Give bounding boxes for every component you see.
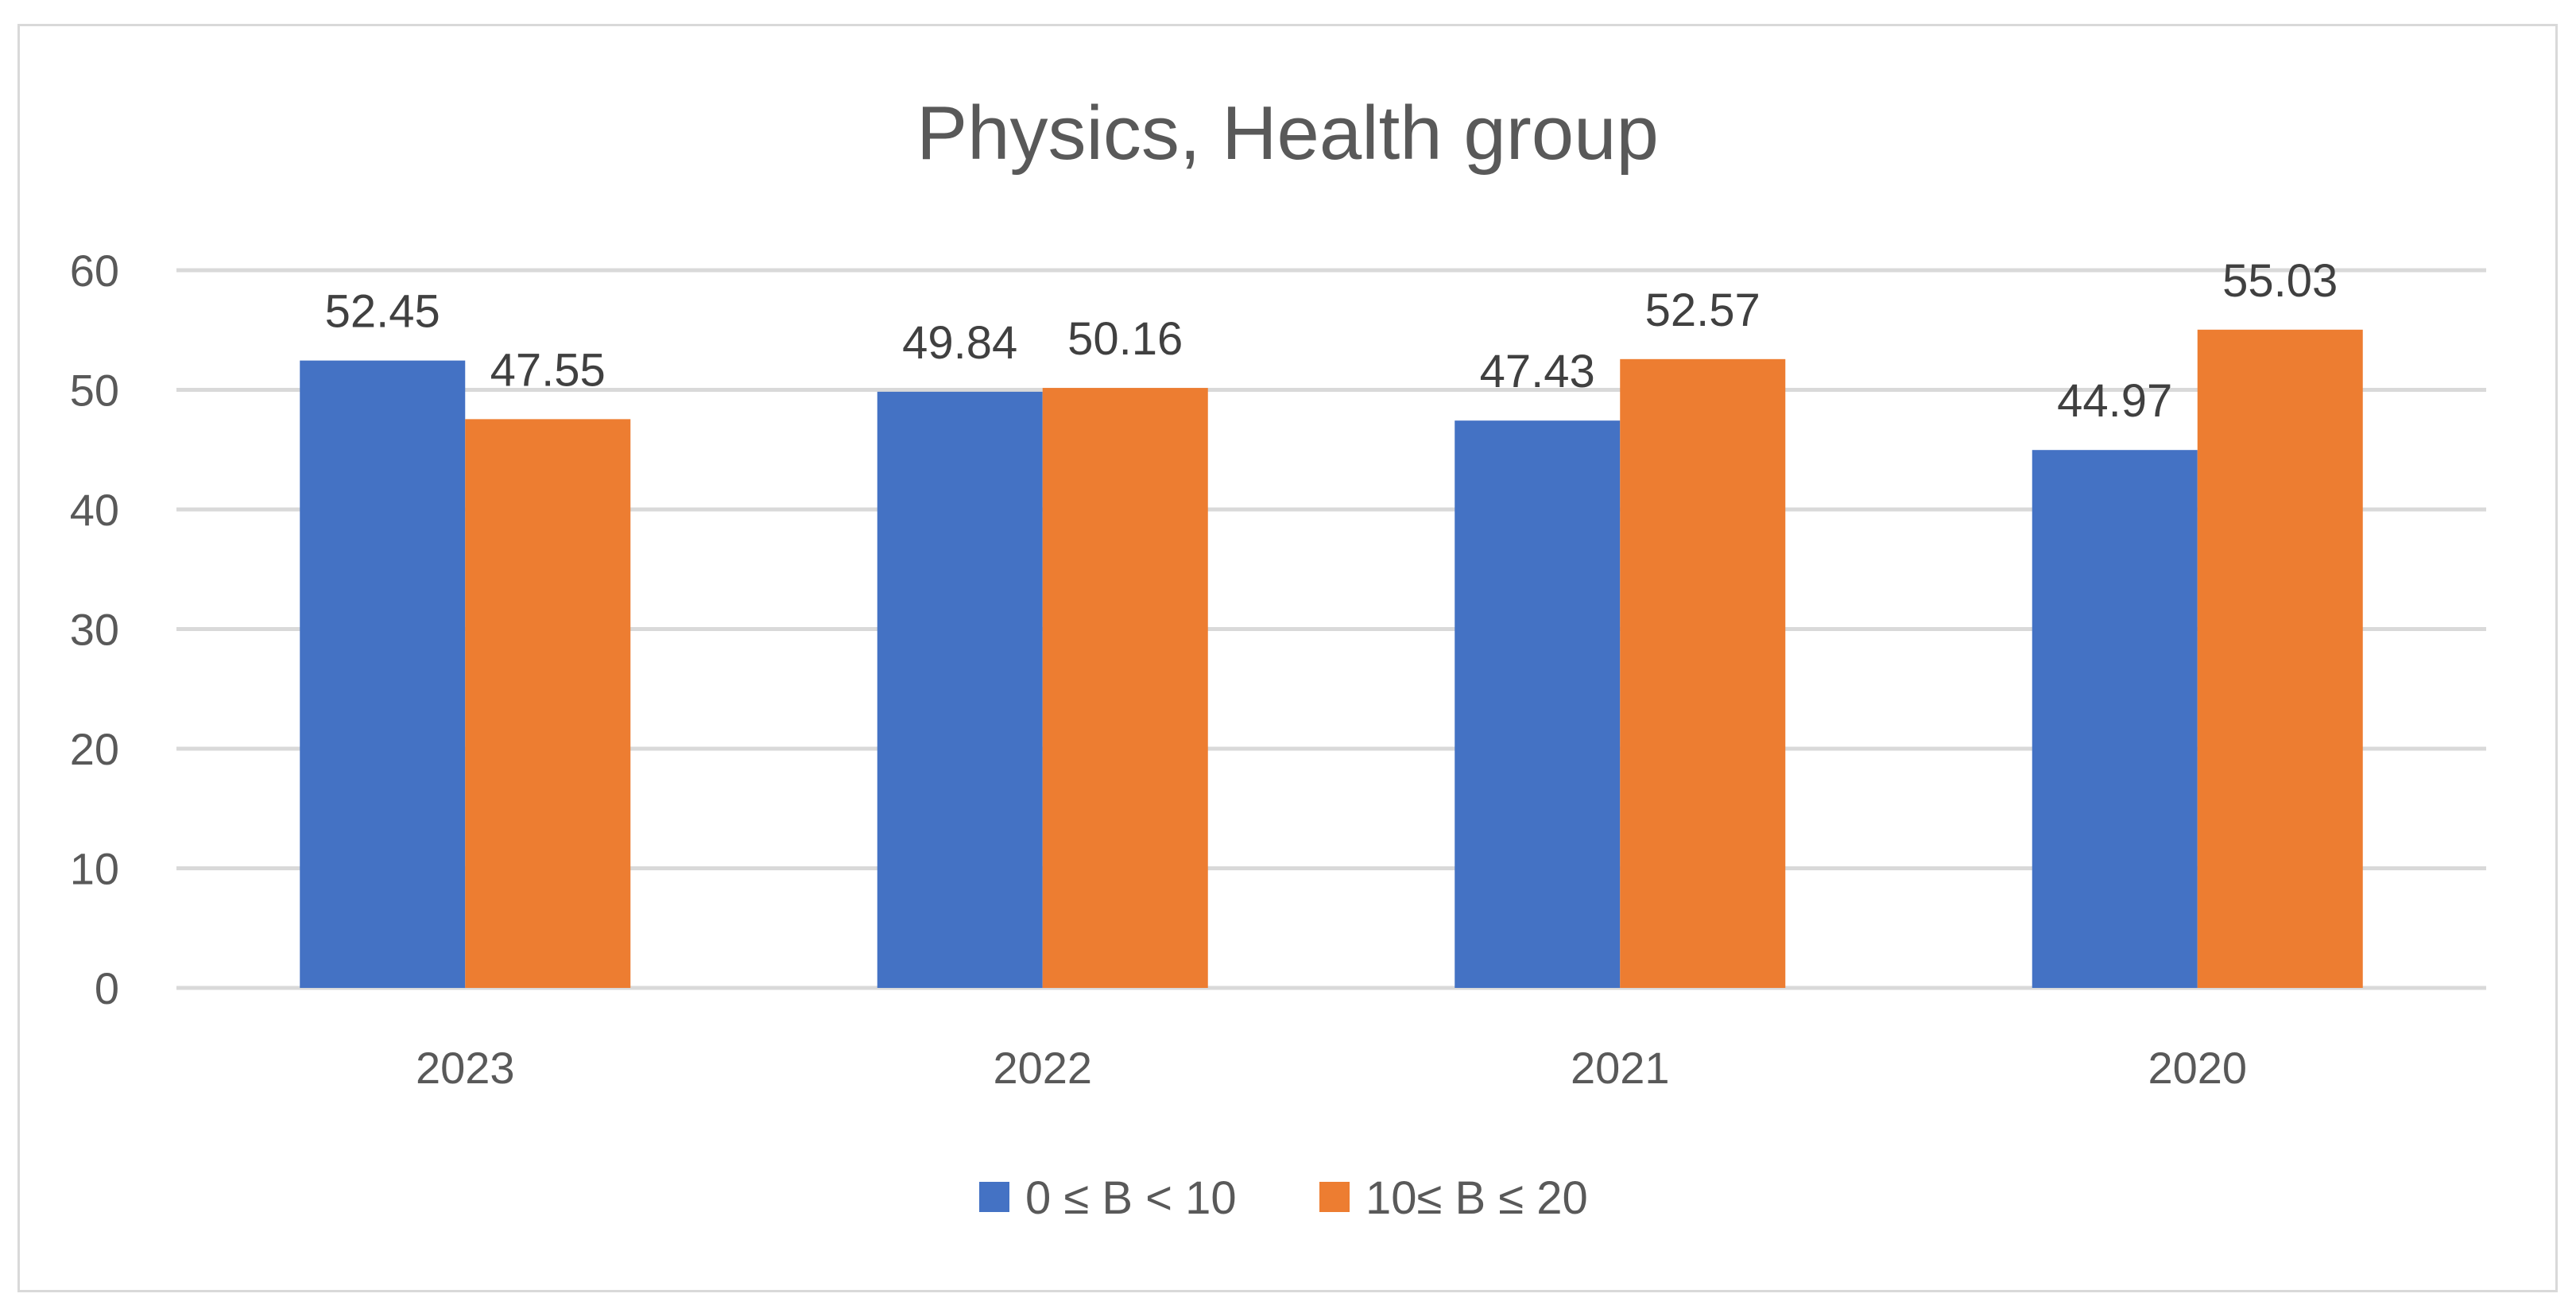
chart-title: Physics, Health group [916, 91, 1659, 176]
x-tick-label: 2022 [993, 1043, 1092, 1093]
data-labels: 52.45 47.55 49.84 50.16 47.43 52.57 44.97 55.03 [325, 255, 2338, 427]
y-tick-label: 10 [70, 844, 119, 894]
y-tick-label: 40 [70, 485, 119, 535]
legend-swatch-series2 [1319, 1182, 1350, 1212]
bar-series2-2020 [2197, 329, 2363, 989]
y-tick-label: 0 [95, 963, 119, 1013]
x-tick-label: 2021 [1571, 1043, 1670, 1093]
data-label: 52.57 [1645, 285, 1761, 336]
y-tick-label: 20 [70, 724, 119, 774]
bar-series2-2021 [1620, 358, 1786, 988]
bars [300, 329, 2363, 989]
data-label: 50.16 [1067, 313, 1183, 365]
legend-label-series1: 0 ≤ B < 10 [1025, 1172, 1237, 1224]
data-label: 52.45 [325, 286, 440, 338]
legend-swatch-series1 [979, 1182, 1009, 1212]
x-tick-label: 2020 [2148, 1043, 2247, 1093]
data-label: 55.03 [2222, 255, 2338, 307]
data-label: 47.55 [490, 344, 606, 396]
legend-label-series2: 10≤ B ≤ 20 [1365, 1172, 1588, 1224]
bar-series2-2023 [465, 419, 631, 988]
bar-series1-2020 [2032, 450, 2198, 988]
y-axis: 0 10 20 30 40 50 60 [70, 246, 119, 1013]
bar-series2-2022 [1042, 388, 1208, 988]
legend: 0 ≤ B < 10 10≤ B ≤ 20 [979, 1172, 1588, 1224]
bar-series1-2022 [877, 391, 1043, 989]
y-tick-label: 60 [70, 246, 119, 296]
data-label: 47.43 [1480, 346, 1595, 397]
data-label: 49.84 [902, 317, 1017, 369]
y-tick-label: 50 [70, 366, 119, 416]
x-tick-label: 2023 [416, 1043, 515, 1093]
x-axis: 2023 2022 2021 2020 [416, 1043, 2247, 1093]
bar-series1-2023 [300, 360, 466, 988]
y-tick-label: 30 [70, 605, 119, 655]
data-label: 44.97 [2057, 375, 2172, 427]
bar-series1-2021 [1455, 420, 1621, 988]
